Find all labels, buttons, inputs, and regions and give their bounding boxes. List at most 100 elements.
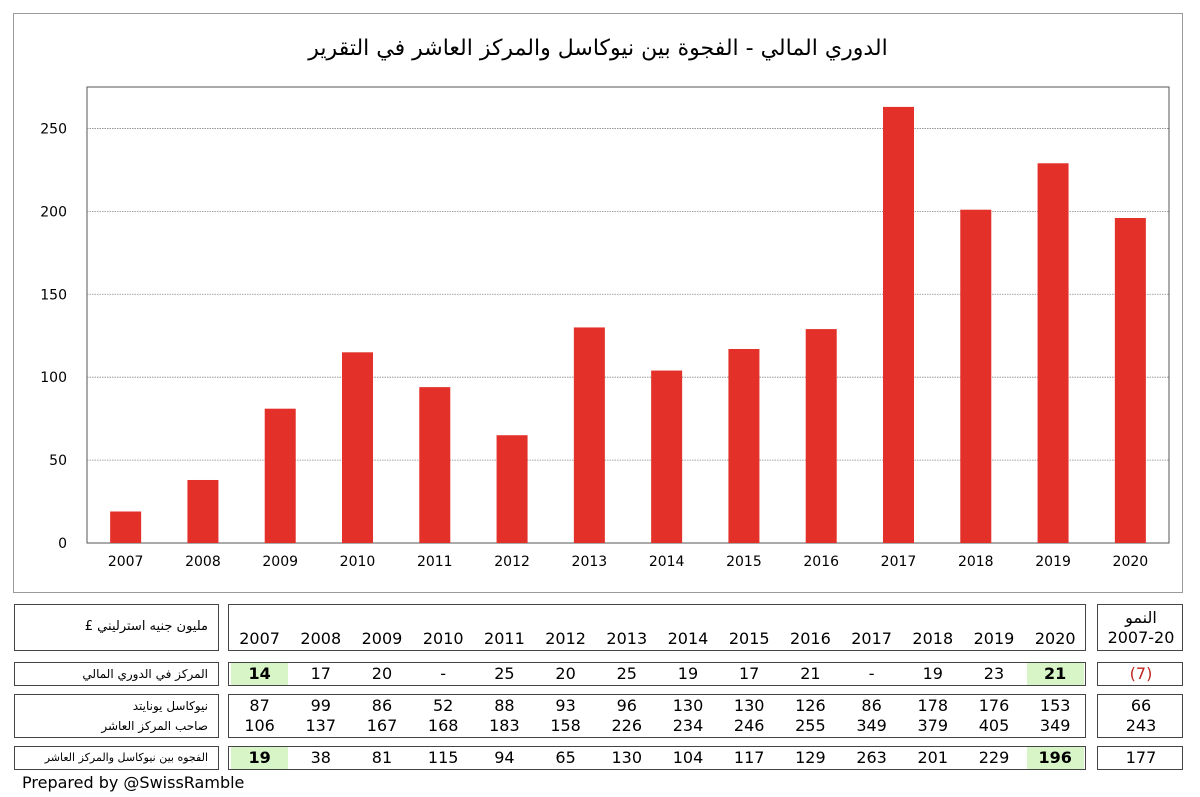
- position-cell: 19: [677, 664, 699, 683]
- tenth-revenue-cell: 137: [305, 716, 337, 735]
- year-header-cell: 2014: [667, 629, 709, 648]
- year-header-cell: 2018: [912, 629, 954, 648]
- bar: [573, 327, 605, 543]
- growth-header: النمو 2007-20: [1097, 604, 1183, 651]
- position-cell: -: [440, 664, 447, 683]
- years-header-row: 2007 2008 2009 2010 2011 2012 2013 2014 2015 2016…: [228, 604, 1086, 651]
- bar: [496, 435, 528, 543]
- x-tick-label: 2013: [572, 554, 608, 570]
- year-header-cell: 2008: [300, 629, 342, 648]
- x-tick-label: 2012: [494, 554, 530, 570]
- gap-cell: 229: [978, 748, 1010, 767]
- year-header-cell: 2012: [545, 629, 586, 648]
- position-cell: 19: [922, 664, 943, 683]
- newcastle-revenue-cell: 99: [310, 696, 331, 715]
- gap-cell: 38: [310, 748, 331, 767]
- position-cell: 17: [739, 664, 760, 683]
- newcastle-revenue-cell: 52: [433, 696, 454, 715]
- y-tick-label: 200: [40, 204, 67, 220]
- tenth-revenue-cell: 379: [917, 716, 949, 735]
- year-header-cell: 2017: [851, 629, 892, 648]
- unit-label: مليون جنيه استرليني £: [84, 619, 208, 634]
- tenth-revenue-cell: 158: [550, 716, 581, 735]
- x-tick-label: 2007: [108, 554, 144, 570]
- year-header-cell: 2020: [1034, 629, 1076, 648]
- gap-cell: 196: [1026, 747, 1084, 769]
- gap-cell: 117: [733, 748, 765, 767]
- labels-column: مليون جنيه استرليني £: [14, 604, 219, 651]
- gap-cell: 263: [856, 748, 887, 767]
- position-cell: 21: [800, 664, 821, 683]
- x-tick-label: 2014: [649, 554, 685, 570]
- bar-chart: 0 50 100 150 200 250 2007 2008 2009 2010 2011 2012 2…: [40, 86, 1170, 570]
- growth-header-line2: 2007-20: [1107, 628, 1175, 647]
- gap-label-box: الفجوه بين نيوكاسل والمركز العاشر: [14, 746, 219, 770]
- growth-newcastle: 66: [1130, 696, 1152, 715]
- x-tick-label: 2011: [417, 554, 453, 570]
- x-tick-label: 2016: [803, 554, 839, 570]
- gap-cell: 115: [427, 748, 459, 767]
- y-tick-label: 100: [40, 370, 67, 386]
- newcastle-revenue-cell: 176: [978, 696, 1010, 715]
- position-label-box: المركز في الدوري المالي: [14, 662, 219, 686]
- bar: [805, 329, 837, 543]
- gap-cell: 65: [555, 748, 576, 767]
- growth-revenue-box: 66 243: [1097, 694, 1183, 738]
- bar: [1114, 217, 1146, 543]
- tenth-revenue-cell: 106: [244, 716, 275, 735]
- year-header-cell: 2013: [606, 629, 648, 648]
- bar: [883, 106, 914, 543]
- growth-position: (7): [1129, 664, 1153, 683]
- bar: [728, 348, 760, 543]
- tenth-revenue-cell: 226: [611, 716, 643, 735]
- gap-cell: 19: [231, 747, 289, 769]
- x-tick-label: 2020: [1113, 554, 1149, 570]
- y-tick-label: 250: [40, 121, 67, 137]
- bar: [1037, 163, 1069, 543]
- x-tick-label: 2009: [262, 554, 298, 570]
- chart-title: الدوري المالي - الفجوة بين نيوكاسل والمر…: [308, 36, 888, 61]
- bar: [187, 479, 219, 543]
- newcastle-revenue-cell: 86: [371, 696, 393, 715]
- tenth-revenue-cell: 168: [427, 716, 459, 735]
- x-tick-label: 2010: [340, 554, 376, 570]
- newcastle-revenue-cell: 126: [795, 696, 826, 715]
- year-header-cell: 2007: [239, 629, 280, 648]
- y-tick-label: 0: [58, 536, 67, 552]
- position-cell: 25: [494, 664, 515, 683]
- gap-row-label: الفجوه بين نيوكاسل والمركز العاشر: [44, 751, 208, 764]
- x-tick-label: 2015: [726, 554, 762, 570]
- newcastle-row-label: نيوكاسل يونايتد: [132, 699, 208, 713]
- position-cell: 20: [371, 664, 393, 683]
- bar: [960, 209, 992, 544]
- bar: [342, 352, 373, 543]
- year-header-cell: 2019: [973, 629, 1015, 648]
- tenth-revenue-cell: 234: [672, 716, 704, 735]
- gap-cell: 130: [611, 748, 643, 767]
- tenth-revenue-cell: 167: [366, 716, 398, 735]
- tenth-revenue-cell: 405: [978, 716, 1010, 735]
- growth-header-line1: النمو: [1125, 608, 1157, 627]
- bar: [264, 408, 296, 543]
- chart-panel: الدوري المالي - الفجوة بين نيوكاسل والمر…: [13, 13, 1183, 593]
- gap-cell: 81: [371, 748, 393, 767]
- x-tick-label: 2008: [185, 554, 221, 570]
- growth-gap: 177: [1125, 748, 1157, 767]
- tenth-revenue-cell: 255: [795, 716, 826, 735]
- position-cell: 21: [1026, 663, 1084, 685]
- growth-tenth: 243: [1125, 716, 1157, 735]
- position-cell: 17: [310, 664, 331, 683]
- gap-cell: 104: [672, 748, 704, 767]
- footer-credit: Prepared by @SwissRamble: [22, 773, 245, 792]
- newcastle-revenue-cell: 87: [249, 696, 270, 715]
- growth-gap-box: 177: [1097, 746, 1183, 770]
- bar: [651, 370, 683, 543]
- year-header-cell: 2016: [790, 629, 831, 648]
- tenth-row-label: صاحب المركز العاشر: [101, 719, 208, 733]
- newcastle-revenue-cell: 96: [616, 696, 637, 715]
- position-cell: -: [868, 664, 875, 683]
- bar: [419, 387, 451, 543]
- newcastle-revenue-cell: 130: [672, 696, 704, 715]
- x-tick-label: 2018: [958, 554, 994, 570]
- position-cell: 20: [555, 664, 576, 683]
